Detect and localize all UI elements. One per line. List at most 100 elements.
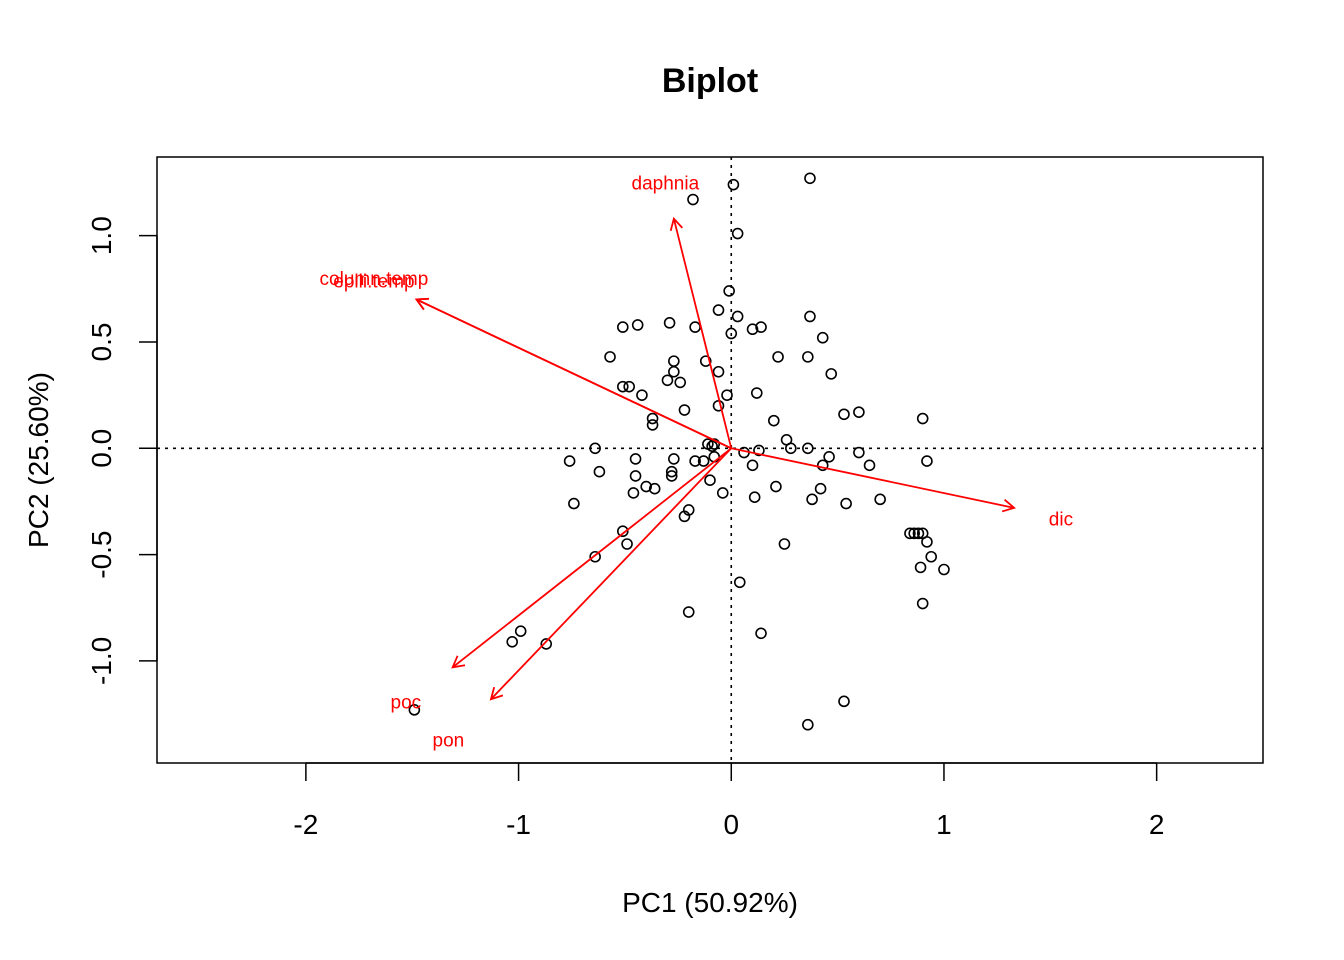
loading-label-epili-temp: epili.temp	[333, 271, 414, 292]
loading-arrow-epili-temp	[414, 297, 732, 450]
data-point	[629, 453, 642, 465]
loading-arrow-pon	[489, 447, 732, 701]
data-point	[678, 510, 691, 523]
data-point	[914, 561, 927, 574]
data-point	[863, 459, 876, 472]
data-point	[838, 695, 850, 708]
points-layer	[408, 172, 950, 731]
x-tick-label: -2	[293, 809, 318, 840]
data-point	[755, 321, 767, 333]
data-point	[665, 465, 678, 478]
data-point	[716, 487, 729, 499]
loading-arrow-dic	[731, 447, 1016, 513]
data-point	[770, 480, 782, 493]
data-point	[904, 527, 916, 540]
data-point	[921, 455, 933, 467]
x-tick-label: -1	[506, 809, 531, 840]
data-point	[755, 627, 767, 640]
data-point	[593, 465, 606, 478]
data-point	[938, 563, 950, 576]
data-point	[804, 310, 816, 323]
data-point	[802, 718, 814, 731]
data-point	[506, 635, 518, 648]
data-point	[778, 538, 791, 550]
data-point	[925, 550, 938, 563]
data-point	[589, 442, 601, 455]
x-tick-label: 2	[1149, 809, 1165, 840]
data-point	[814, 482, 827, 495]
data-point	[708, 438, 721, 450]
data-point	[733, 576, 746, 589]
y-tick-label: -0.5	[86, 530, 117, 578]
data-point	[514, 625, 527, 637]
data-point	[689, 455, 701, 467]
data-point	[916, 412, 929, 425]
data-point	[689, 321, 701, 333]
data-point	[838, 408, 850, 421]
data-point	[627, 487, 640, 499]
data-point	[674, 376, 687, 389]
data-point	[678, 404, 691, 416]
data-point	[665, 470, 678, 482]
loading-label-column-temp: column.temp	[320, 269, 429, 290]
data-point	[616, 380, 629, 393]
data-point	[616, 321, 629, 333]
y-tick-label: -1.0	[86, 637, 117, 685]
data-point	[699, 355, 712, 367]
data-point	[704, 474, 716, 487]
data-point	[712, 365, 725, 378]
data-point	[823, 451, 835, 463]
loading-label-dic: dic	[1049, 509, 1073, 530]
data-point	[785, 442, 797, 455]
y-axis-label: PC2 (25.60%)	[23, 372, 54, 548]
data-point	[668, 365, 680, 378]
data-point	[563, 455, 576, 467]
x-tick-label: 1	[936, 809, 952, 840]
data-point	[723, 285, 735, 297]
data-point	[916, 597, 929, 610]
data-point	[772, 351, 784, 363]
data-point	[604, 351, 616, 363]
data-point	[816, 459, 829, 472]
data-point	[768, 414, 780, 427]
data-point	[629, 470, 642, 482]
data-point	[682, 606, 695, 618]
data-point	[631, 319, 644, 331]
data-point	[646, 419, 659, 431]
data-point	[727, 178, 740, 191]
data-point	[753, 444, 765, 457]
data-point	[921, 536, 933, 548]
data-point	[725, 327, 738, 340]
data-point	[697, 455, 710, 467]
y-axis: -1.0 -0.5 0.0 0.5 1.0	[86, 216, 158, 685]
loading-label-daphnia: daphnia	[632, 174, 700, 195]
data-point	[731, 227, 744, 240]
data-point	[663, 317, 676, 329]
data-point	[840, 497, 852, 510]
data-point	[408, 704, 421, 716]
y-tick-label: 0.5	[86, 323, 117, 362]
x-tick-label: 0	[723, 809, 739, 840]
loading-label-pon: pon	[433, 731, 465, 752]
x-axis-label: PC1 (50.92%)	[622, 887, 798, 918]
data-point	[746, 323, 759, 336]
data-point	[908, 527, 920, 540]
data-point	[623, 380, 635, 393]
data-point	[721, 389, 733, 401]
y-tick-label: 0.0	[86, 429, 117, 468]
data-point	[750, 387, 763, 399]
data-point	[616, 525, 629, 538]
loading-arrow-poc	[451, 447, 732, 669]
x-axis: -2 -1 0 1 2	[293, 762, 1165, 840]
data-point	[802, 351, 814, 363]
data-point	[816, 331, 829, 344]
data-point	[640, 480, 652, 493]
data-point	[648, 482, 661, 495]
data-point	[804, 172, 816, 185]
data-point	[806, 493, 818, 506]
data-point	[746, 459, 759, 472]
data-point	[706, 440, 718, 452]
data-point	[825, 368, 838, 380]
data-point	[568, 497, 580, 510]
